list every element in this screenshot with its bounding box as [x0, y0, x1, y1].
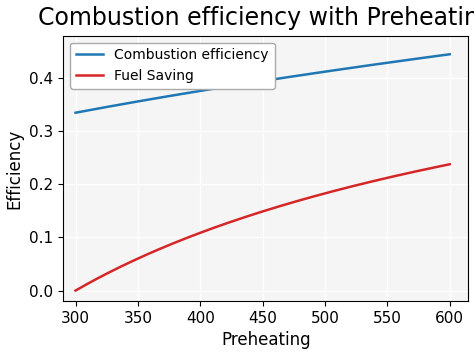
Combustion efficiency	[73, 111, 78, 115]
Legend: Combustion efficiency, Fuel Saving: Combustion efficiency, Fuel Saving	[70, 43, 274, 89]
Combustion efficiency	[412, 57, 418, 61]
Fuel Saving	[295, 198, 301, 203]
Line: Combustion efficiency: Combustion efficiency	[75, 54, 450, 113]
Y-axis label: Efficiency: Efficiency	[6, 128, 24, 208]
Combustion efficiency	[295, 73, 301, 78]
Line: Fuel Saving: Fuel Saving	[75, 164, 450, 290]
Combustion efficiency	[74, 110, 80, 115]
X-axis label: Preheating: Preheating	[221, 332, 310, 349]
Fuel Saving	[412, 170, 418, 174]
Fuel Saving	[302, 197, 308, 201]
Fuel Saving	[294, 199, 300, 203]
Combustion efficiency	[388, 60, 394, 64]
Fuel Saving	[73, 288, 78, 293]
Fuel Saving	[388, 175, 394, 179]
Fuel Saving	[74, 288, 80, 292]
Combustion efficiency	[302, 72, 308, 77]
Fuel Saving	[447, 162, 453, 166]
Combustion efficiency	[294, 73, 300, 78]
Title: Combustion efficiency with Preheating: Combustion efficiency with Preheating	[38, 6, 474, 29]
Combustion efficiency	[447, 52, 453, 56]
